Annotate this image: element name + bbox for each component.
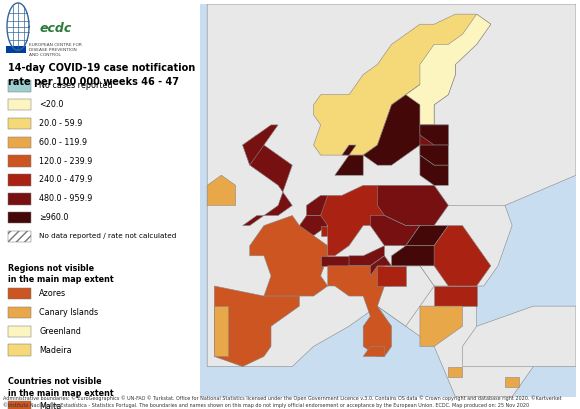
Polygon shape xyxy=(448,366,462,377)
Polygon shape xyxy=(406,185,512,286)
Text: 120.0 - 239.9: 120.0 - 239.9 xyxy=(39,157,92,166)
Polygon shape xyxy=(378,185,448,226)
Text: Madeira: Madeira xyxy=(39,346,72,355)
Polygon shape xyxy=(420,145,448,165)
Text: No cases reported: No cases reported xyxy=(39,81,113,90)
Polygon shape xyxy=(250,216,328,296)
Polygon shape xyxy=(321,185,385,256)
Bar xyxy=(8,137,31,148)
Text: 20.0 - 59.9: 20.0 - 59.9 xyxy=(39,119,82,128)
Polygon shape xyxy=(299,216,328,236)
Text: 480.0 - 959.9: 480.0 - 959.9 xyxy=(39,194,92,203)
Polygon shape xyxy=(370,256,392,276)
Bar xyxy=(8,193,31,204)
Text: 60.0 - 119.9: 60.0 - 119.9 xyxy=(39,138,87,147)
Text: ecdc: ecdc xyxy=(40,22,72,35)
Text: Administrative boundaries: © EuroGeographics © UN-FAO © Turkstat. Office for Nat: Administrative boundaries: © EuroGeograp… xyxy=(3,396,561,408)
Polygon shape xyxy=(321,226,328,236)
Text: Greenland: Greenland xyxy=(39,327,81,336)
Polygon shape xyxy=(420,125,448,145)
Polygon shape xyxy=(306,196,328,216)
Polygon shape xyxy=(342,145,356,155)
Polygon shape xyxy=(207,175,235,205)
Text: No data reported / rate not calculated: No data reported / rate not calculated xyxy=(39,234,176,239)
Text: ≥960.0: ≥960.0 xyxy=(39,213,68,222)
Polygon shape xyxy=(214,286,299,366)
Bar xyxy=(8,212,31,223)
Polygon shape xyxy=(108,65,186,105)
Polygon shape xyxy=(242,135,292,226)
Polygon shape xyxy=(392,246,448,266)
Polygon shape xyxy=(420,306,462,346)
Text: <20.0: <20.0 xyxy=(39,100,63,109)
Text: EUROPEAN CENTRE FOR
DISEASE PREVENTION
AND CONTROL: EUROPEAN CENTRE FOR DISEASE PREVENTION A… xyxy=(29,43,82,57)
Polygon shape xyxy=(462,306,576,366)
Polygon shape xyxy=(363,65,455,165)
Text: Regions not visible
in the main map extent: Regions not visible in the main map exte… xyxy=(8,264,114,284)
Bar xyxy=(8,288,31,299)
Polygon shape xyxy=(242,125,278,165)
Bar xyxy=(8,307,31,318)
Polygon shape xyxy=(335,155,363,175)
Polygon shape xyxy=(434,226,491,286)
Polygon shape xyxy=(378,266,434,326)
Text: Countries not visible
in the main map extent: Countries not visible in the main map ex… xyxy=(8,377,114,398)
Polygon shape xyxy=(370,216,420,246)
Polygon shape xyxy=(406,14,491,125)
Polygon shape xyxy=(349,246,385,266)
Text: 14-day COVID-19 case notification
rate per 100 000 weeks 46 - 47: 14-day COVID-19 case notification rate p… xyxy=(8,63,195,87)
Polygon shape xyxy=(321,256,349,266)
Bar xyxy=(8,174,31,186)
Text: Malta: Malta xyxy=(39,402,61,409)
Bar xyxy=(8,401,31,409)
Polygon shape xyxy=(434,286,477,306)
Polygon shape xyxy=(378,266,406,286)
Bar xyxy=(8,99,31,110)
Bar xyxy=(8,344,31,356)
Polygon shape xyxy=(420,125,448,155)
Polygon shape xyxy=(363,346,385,357)
Polygon shape xyxy=(214,306,229,357)
Bar xyxy=(8,155,31,167)
Text: Azores: Azores xyxy=(39,289,66,298)
Polygon shape xyxy=(420,155,448,185)
Bar xyxy=(6,46,26,53)
Polygon shape xyxy=(207,4,576,397)
Bar xyxy=(8,231,31,242)
Polygon shape xyxy=(505,377,519,387)
Bar xyxy=(8,80,31,92)
Text: Canary Islands: Canary Islands xyxy=(39,308,98,317)
Polygon shape xyxy=(314,14,491,155)
Polygon shape xyxy=(406,226,448,246)
Polygon shape xyxy=(328,256,392,357)
Text: 240.0 - 479.9: 240.0 - 479.9 xyxy=(39,175,92,184)
Bar xyxy=(8,326,31,337)
Bar xyxy=(8,118,31,129)
